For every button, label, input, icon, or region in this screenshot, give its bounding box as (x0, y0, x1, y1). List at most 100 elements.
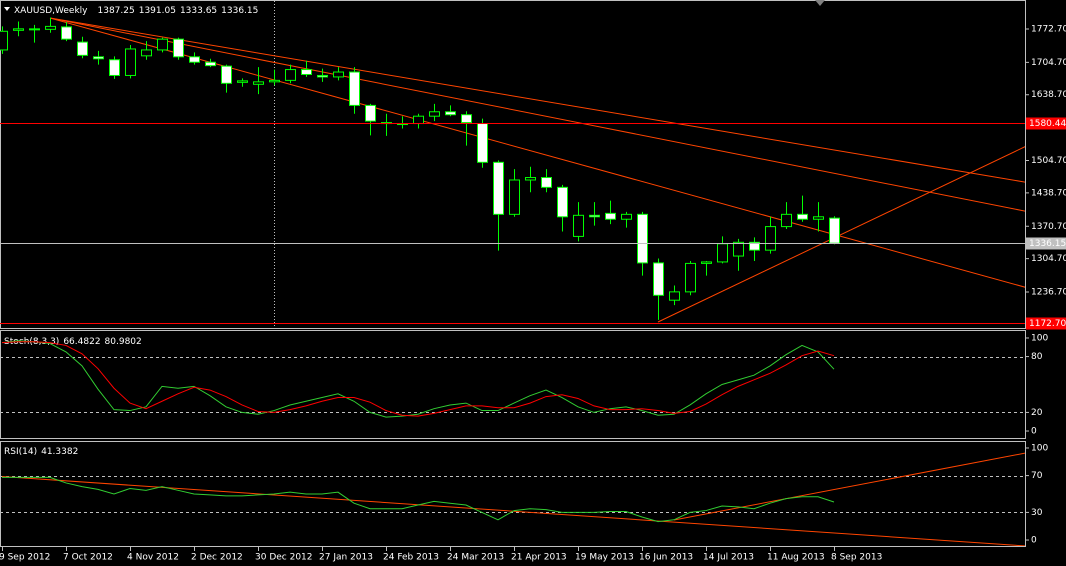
candle-body (605, 212, 616, 220)
candle-body (589, 214, 600, 218)
last-close: 1336.15 (221, 6, 258, 16)
candle-body (749, 241, 760, 251)
candle-body (157, 38, 168, 51)
trendline (657, 146, 1025, 323)
y-tick-label: 0 (1031, 427, 1037, 437)
candle-body (509, 179, 520, 215)
candle-body (621, 213, 632, 220)
candle-body (333, 71, 344, 78)
y-tick-label: 70 (1031, 471, 1043, 481)
candle-body (301, 69, 312, 75)
candle-body (317, 74, 328, 78)
candle-body (685, 262, 696, 293)
candle-body (733, 241, 744, 257)
x-tick-label: 11 Aug 2013 (767, 553, 825, 563)
x-tick-label: 4 Nov 2012 (127, 553, 179, 563)
pane (0, 17, 1025, 324)
candle-body (637, 213, 648, 264)
candle-body (141, 49, 152, 57)
x-tick-label: 27 Jan 2013 (319, 553, 373, 563)
symbol-title: XAUUSD,Weekly (14, 6, 88, 16)
candle-body (29, 28, 40, 31)
menu-arrow[interactable] (4, 7, 10, 11)
candle-body (237, 80, 248, 83)
price-label-box (1026, 317, 1066, 330)
x-tick-label: 8 Sep 2013 (831, 553, 882, 563)
stoch-signal-value: 80.9802 (105, 337, 142, 347)
x-tick-label: 2 Dec 2012 (191, 553, 243, 563)
candle-body (365, 104, 376, 122)
candle-body (13, 28, 24, 31)
candle-body (221, 65, 232, 84)
indicator-line (2, 476, 835, 523)
shift-marker[interactable] (815, 0, 825, 6)
chart-header: XAUUSD,Weekly 1387.25 1391.05 1333.65 1336.1… (14, 6, 258, 16)
rsi-header: RSI(14) 41.3382 (4, 447, 78, 457)
y-tick-label: 1638.70 (1031, 90, 1066, 100)
x-tick-label: 19 May 2013 (575, 553, 634, 563)
candle-body (125, 48, 136, 76)
price-label: 1580.44 (1029, 119, 1066, 129)
candle-body (429, 111, 440, 117)
candle-body (653, 262, 664, 296)
rsi-pane-border (0, 441, 1026, 547)
last-high: 1391.05 (139, 6, 176, 16)
candle-body (285, 69, 296, 81)
candle-body (61, 26, 72, 40)
candle-body (669, 291, 680, 301)
indicator-line (1, 340, 835, 418)
candle-body (413, 115, 424, 125)
x-tick-label: 21 Apr 2013 (511, 553, 567, 563)
y-tick-label: 100 (1031, 443, 1048, 453)
y-tick-label: 1370.70 (1031, 222, 1066, 232)
pane (0, 340, 1025, 418)
x-tick-label: 9 Sep 2012 (0, 553, 50, 563)
candle-body (829, 217, 840, 244)
stoch-main-value: 66.4822 (63, 337, 100, 347)
indicator-line (1, 341, 835, 417)
candle-body (701, 261, 712, 264)
candle-body (269, 79, 280, 83)
candle-body (189, 56, 200, 63)
price-label-box (1026, 117, 1066, 130)
candle-body (109, 59, 120, 76)
candle-body (525, 177, 536, 181)
main-pane-border (0, 0, 1026, 329)
x-tick-label: 24 Feb 2013 (383, 553, 439, 563)
last-low: 1333.65 (180, 6, 217, 16)
x-tick-label: 24 Mar 2013 (447, 553, 504, 563)
trendline (49, 17, 1025, 212)
candle-body (45, 25, 56, 30)
pane (0, 452, 1025, 546)
y-tick-label: 80 (1031, 352, 1043, 362)
price-label-box (1026, 237, 1066, 250)
candle-body (77, 41, 88, 56)
x-tick-label: 30 Dec 2012 (255, 553, 313, 563)
y-tick-label: 1772.70 (1031, 24, 1066, 34)
y-tick-label: 0 (1031, 536, 1037, 546)
candle-body (717, 243, 728, 263)
candle-body (0, 30, 8, 51)
candle-body (253, 81, 264, 85)
x-tick-label: 7 Oct 2012 (63, 553, 113, 563)
y-tick-label: 1504.70 (1031, 156, 1066, 166)
candle-body (541, 177, 552, 188)
rsi-value: 41.3382 (41, 447, 78, 457)
candle-body (557, 186, 568, 218)
candle-body (477, 123, 488, 163)
candle-body (781, 213, 792, 228)
trendline (49, 17, 1025, 183)
last-open: 1387.25 (98, 6, 135, 16)
price-label: 1336.15 (1029, 239, 1066, 249)
rsi-title: RSI(14) (4, 447, 37, 457)
candle-body (349, 71, 360, 106)
y-tick-label: 1236.70 (1031, 288, 1066, 298)
candle-body (573, 214, 584, 237)
candle-body (93, 56, 104, 60)
candle-body (205, 61, 216, 67)
trendline (673, 452, 1025, 521)
stoch-pane-border (0, 330, 1026, 439)
